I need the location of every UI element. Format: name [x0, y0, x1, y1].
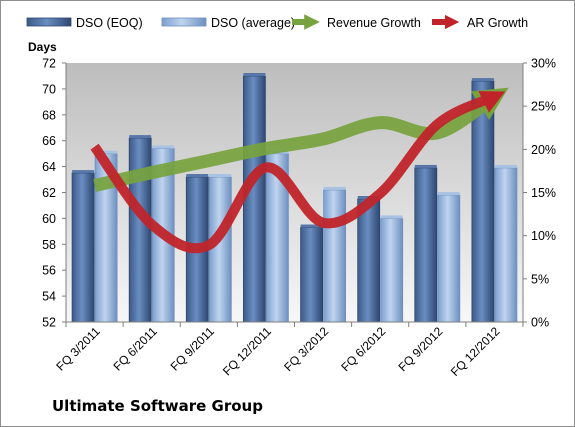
bar-top-dso-eoq-2 [129, 135, 152, 139]
y-tick-label: 72 [42, 57, 56, 71]
y2-tick-label: 30% [531, 57, 556, 71]
legend-label-dso-eoq: DSO (EOQ) [76, 16, 143, 30]
bar-dso-average-5 [323, 189, 347, 323]
bar-top-dso-average-5 [323, 186, 346, 190]
legend: DSO (EOQ) DSO (average) Revenue Growth A… [26, 14, 528, 30]
bar-top-dso-eoq-7 [414, 164, 437, 168]
chart-title: Ultimate Software Group [52, 397, 263, 415]
bar-dso-average-7 [437, 194, 461, 323]
bar-dso-average-8 [494, 167, 518, 323]
bar-dso-eoq-5 [300, 227, 324, 323]
y2-tick-label: 10% [531, 229, 556, 243]
legend-label-ar-growth: AR Growth [467, 16, 528, 30]
y-tick-label: 64 [42, 160, 56, 174]
bar-dso-eoq-4 [242, 75, 266, 323]
y-tick-label: 68 [42, 108, 56, 122]
bar-dso-eoq-7 [414, 167, 438, 323]
y-tick-label: 62 [42, 186, 56, 200]
x-tick-label: FQ 6/2011 [110, 324, 160, 374]
bar-top-dso-eoq-5 [300, 224, 323, 228]
x-tick-label: FQ 3/2012 [281, 324, 331, 374]
bar-top-dso-average-1 [95, 150, 118, 154]
legend-label-dso-average: DSO (average) [211, 16, 295, 30]
revenue-growth-line [93, 87, 509, 192]
y-tick-label: 56 [42, 264, 56, 278]
bar-top-dso-eoq-3 [186, 174, 209, 177]
bar-top-dso-average-7 [437, 192, 460, 196]
x-tick-label: FQ 12/2011 [220, 324, 274, 378]
x-tick-label: FQ 12/2012 [448, 324, 503, 379]
y-tick-label: 58 [42, 238, 56, 252]
bar-top-dso-eoq-4 [243, 73, 266, 76]
x-tick-label: FQ 9/2012 [395, 324, 445, 374]
bar-top-dso-average-8 [494, 164, 517, 168]
legend-swatch-dso-eoq [26, 17, 72, 27]
x-tick-label: FQ 3/2011 [53, 324, 103, 374]
y2-tick-label: 0% [531, 316, 549, 330]
legend-swatch-dso-average [161, 17, 207, 27]
y-axis-title: Days [28, 40, 57, 54]
y-tick-label: 60 [42, 212, 56, 226]
bar-dso-eoq-2 [128, 137, 152, 323]
x-tick-label: FQ 9/2011 [168, 324, 218, 374]
bar-top-dso-average-3 [209, 174, 232, 177]
y2-tick-label: 5% [531, 272, 549, 286]
bar-dso-eoq-6 [357, 198, 381, 323]
bar-top-dso-average-6 [380, 215, 403, 219]
ar-growth-line [90, 91, 506, 254]
x-tick-label: FQ 6/2012 [338, 324, 388, 374]
bar-dso-eoq-1 [71, 172, 95, 323]
legend-label-revenue-growth: Revenue Growth [327, 16, 421, 30]
bar-top-dso-eoq-1 [72, 170, 95, 174]
y-tick-label: 66 [42, 134, 56, 148]
y-tick-label: 52 [42, 316, 56, 330]
y2-tick-label: 20% [531, 143, 556, 157]
y-tick-label: 70 [42, 82, 56, 96]
bar-dso-average-6 [380, 217, 404, 323]
bar-top-dso-average-2 [152, 145, 175, 149]
bar-top-dso-eoq-8 [471, 78, 494, 82]
y2-tick-label: 25% [531, 100, 556, 114]
y2-tick-label: 15% [531, 186, 556, 200]
bar-dso-average-3 [208, 176, 232, 323]
y-tick-label: 54 [42, 290, 56, 304]
